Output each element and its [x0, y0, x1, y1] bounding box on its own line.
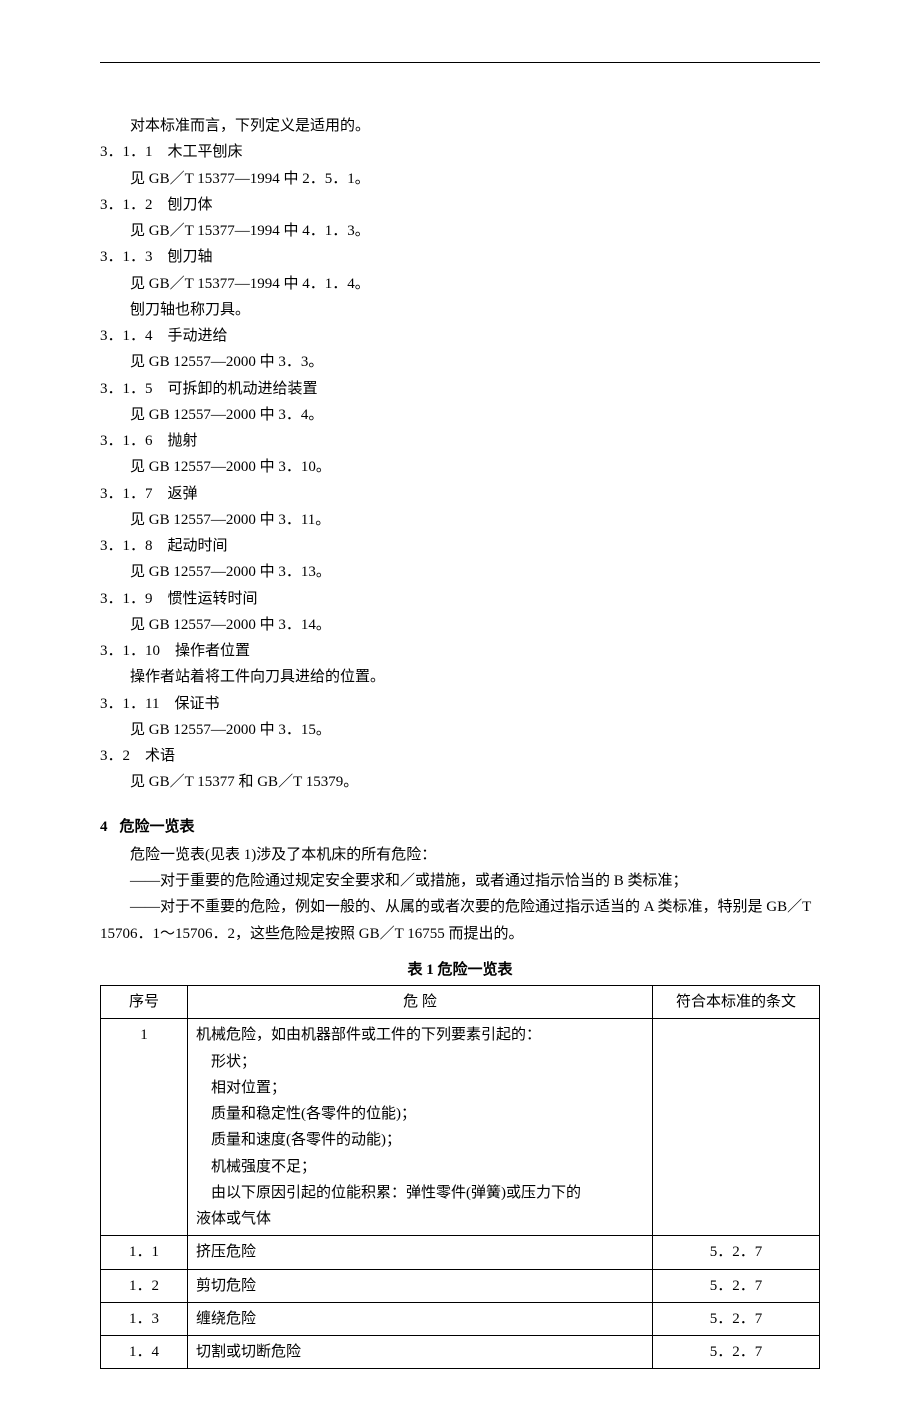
definition-title: 起动时间	[168, 538, 228, 554]
definition-ref: 见 GB 12557—2000 中 3．13。	[100, 559, 820, 585]
definition-number: 3．1．6	[100, 433, 153, 449]
cell-hazard: 切割或切断危险	[188, 1336, 653, 1369]
cell-hazard: 挤压危险	[188, 1236, 653, 1269]
definition-title: 保证书	[174, 696, 219, 712]
section-4-title: 危险一览表	[120, 819, 195, 835]
document-page: 对本标准而言，下列定义是适用的。 3．1．1 木工平刨床 见 GB／T 15377…	[0, 0, 920, 1409]
definition-title: 木工平刨床	[168, 144, 243, 160]
definition-title: 操作者位置	[175, 643, 250, 659]
definition-item: 3．2 术语	[100, 743, 820, 769]
definition-title: 抛射	[168, 433, 198, 449]
definition-item: 3．1．9 惯性运转时间	[100, 586, 820, 612]
definition-item: 3．1．1 木工平刨床	[100, 139, 820, 165]
definition-number: 3．1．3	[100, 249, 153, 265]
definition-title: 术语	[145, 748, 175, 764]
definition-ref: 操作者站着将工件向刀具进给的位置。	[100, 664, 820, 690]
definition-item: 3．1．10 操作者位置	[100, 638, 820, 664]
hazard-line: 由以下原因引起的位能积累：弹性零件(弹簧)或压力下的	[196, 1180, 644, 1206]
definition-item: 3．1．4 手动进给	[100, 323, 820, 349]
definitions-block: 3．1．1 木工平刨床 见 GB／T 15377—1994 中 2．5．1。 3．…	[100, 139, 820, 795]
definition-title: 刨刀体	[168, 197, 213, 213]
hazard-line: 液体或气体	[196, 1206, 644, 1232]
hazard-line: 质量和稳定性(各零件的位能)；	[196, 1101, 644, 1127]
definition-ref: 见 GB／T 15377 和 GB／T 15379。	[100, 769, 820, 795]
definition-number: 3．1．5	[100, 381, 153, 397]
definition-number: 3．1．7	[100, 486, 153, 502]
hazard-line: 机械危险，如由机器部件或工件的下列要素引起的：	[196, 1022, 644, 1048]
definition-number: 3．1．1	[100, 144, 153, 160]
hazard-line: 机械强度不足；	[196, 1154, 644, 1180]
definition-item: 3．1．2 刨刀体	[100, 192, 820, 218]
cell-ref: 5．2．7	[653, 1336, 820, 1369]
cell-ref	[653, 1019, 820, 1236]
definition-ref: 见 GB 12557—2000 中 3．15。	[100, 717, 820, 743]
cell-ref: 5．2．7	[653, 1269, 820, 1302]
header-hazard: 危 险	[188, 986, 653, 1019]
definition-item: 3．1．8 起动时间	[100, 533, 820, 559]
hazard-line: 质量和速度(各零件的动能)；	[196, 1127, 644, 1153]
section-4-number: 4	[100, 819, 108, 835]
definition-title: 惯性运转时间	[168, 591, 258, 607]
definition-ref: 见 GB 12557—2000 中 3．4。	[100, 402, 820, 428]
table-caption: 表 1 危险一览表	[100, 957, 820, 983]
definition-number: 3．1．10	[100, 643, 160, 659]
cell-index: 1．2	[101, 1269, 188, 1302]
header-ref: 符合本标准的条文	[653, 986, 820, 1019]
table-row: 1．1 挤压危险 5．2．7	[101, 1236, 820, 1269]
definition-number: 3．1．4	[100, 328, 153, 344]
cell-hazard: 缠绕危险	[188, 1302, 653, 1335]
cell-ref: 5．2．7	[653, 1302, 820, 1335]
definition-item: 3．1．3 刨刀轴	[100, 244, 820, 270]
definition-title: 手动进给	[168, 328, 228, 344]
cell-index: 1．3	[101, 1302, 188, 1335]
cell-hazard: 机械危险，如由机器部件或工件的下列要素引起的： 形状； 相对位置； 质量和稳定性…	[188, 1019, 653, 1236]
cell-hazard: 剪切危险	[188, 1269, 653, 1302]
definition-ref: 见 GB 12557—2000 中 3．3。	[100, 349, 820, 375]
definition-ref: 见 GB 12557—2000 中 3．11。	[100, 507, 820, 533]
cell-index: 1．4	[101, 1336, 188, 1369]
definition-number: 3．2	[100, 748, 130, 764]
definition-ref: 见 GB 12557—2000 中 3．14。	[100, 612, 820, 638]
cell-index: 1．1	[101, 1236, 188, 1269]
section-4-para-3: ——对于不重要的危险，例如一般的、从属的或者次要的危险通过指示适当的 A 类标准…	[100, 894, 820, 947]
cell-index: 1	[101, 1019, 188, 1236]
definition-item: 3．1．5 可拆卸的机动进给装置	[100, 376, 820, 402]
definition-extra: 刨刀轴也称刀具。	[100, 297, 820, 323]
top-rule	[100, 62, 820, 63]
table-row: 1．4 切割或切断危险 5．2．7	[101, 1336, 820, 1369]
table-row: 1 机械危险，如由机器部件或工件的下列要素引起的： 形状； 相对位置； 质量和稳…	[101, 1019, 820, 1236]
hazard-line: 相对位置；	[196, 1075, 644, 1101]
table-row: 1．3 缠绕危险 5．2．7	[101, 1302, 820, 1335]
definition-item: 3．1．6 抛射	[100, 428, 820, 454]
section-4-heading: 4 危险一览表	[100, 814, 820, 840]
definition-item: 3．1．7 返弹	[100, 481, 820, 507]
definition-title: 刨刀轴	[168, 249, 213, 265]
intro-text: 对本标准而言，下列定义是适用的。	[100, 113, 820, 139]
definition-ref: 见 GB／T 15377—1994 中 2．5．1。	[100, 166, 820, 192]
definition-number: 3．1．9	[100, 591, 153, 607]
section-4-para-2: ——对于重要的危险通过规定安全要求和／或措施，或者通过指示恰当的 B 类标准；	[100, 868, 820, 894]
definition-number: 3．1．8	[100, 538, 153, 554]
hazard-line: 形状；	[196, 1049, 644, 1075]
definition-item: 3．1．11 保证书	[100, 691, 820, 717]
definition-ref: 见 GB／T 15377—1994 中 4．1．4。	[100, 271, 820, 297]
section-4-para-1: 危险一览表(见表 1)涉及了本机床的所有危险：	[100, 842, 820, 868]
definition-number: 3．1．2	[100, 197, 153, 213]
table-header-row: 序号 危 险 符合本标准的条文	[101, 986, 820, 1019]
definition-number: 3．1．11	[100, 696, 159, 712]
hazard-table: 序号 危 险 符合本标准的条文 1 机械危险，如由机器部件或工件的下列要素引起的…	[100, 985, 820, 1369]
definition-title: 可拆卸的机动进给装置	[168, 381, 318, 397]
definition-ref: 见 GB／T 15377—1994 中 4．1．3。	[100, 218, 820, 244]
table-row: 1．2 剪切危险 5．2．7	[101, 1269, 820, 1302]
header-index: 序号	[101, 986, 188, 1019]
definition-title: 返弹	[168, 486, 198, 502]
cell-ref: 5．2．7	[653, 1236, 820, 1269]
definition-ref: 见 GB 12557—2000 中 3．10。	[100, 454, 820, 480]
